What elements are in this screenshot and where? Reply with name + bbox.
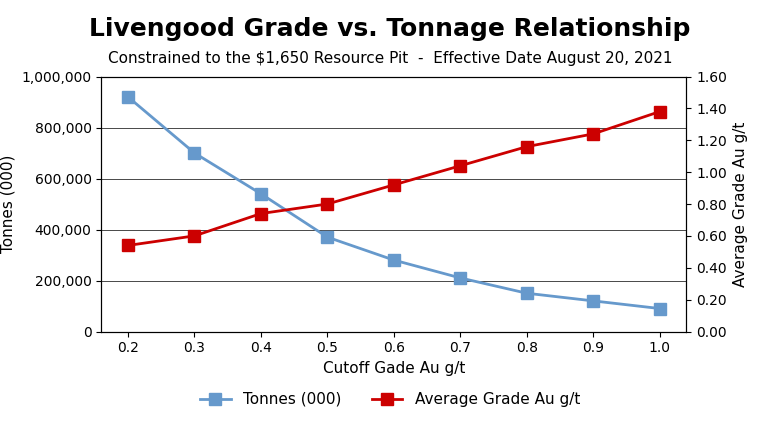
Average Grade Au g/t [123,243,133,248]
Line: Tonnes (000): Tonnes (000) [122,91,665,314]
X-axis label: Cutoff Gade Au g/t: Cutoff Gade Au g/t [323,361,465,376]
Y-axis label: Tonnes (000): Tonnes (000) [1,155,16,253]
Tonnes (000) [257,191,266,196]
Average Grade Au g/t [323,201,332,207]
Tonnes (000) [190,150,199,156]
Average Grade Au g/t [389,182,399,187]
Tonnes (000) [389,258,399,263]
Average Grade Au g/t [655,109,665,114]
Average Grade Au g/t [589,131,598,136]
Tonnes (000) [589,298,598,303]
Average Grade Au g/t [257,211,266,216]
Tonnes (000) [522,291,531,296]
Tonnes (000) [655,306,665,311]
Text: Constrained to the $1,650 Resource Pit  -  Effective Date August 20, 2021: Constrained to the $1,650 Resource Pit -… [108,51,672,66]
Text: Livengood Grade vs. Tonnage Relationship: Livengood Grade vs. Tonnage Relationship [90,17,690,41]
Average Grade Au g/t [522,144,531,149]
Line: Average Grade Au g/t: Average Grade Au g/t [122,106,665,251]
Tonnes (000) [123,94,133,99]
Tonnes (000) [323,235,332,240]
Average Grade Au g/t [190,233,199,238]
Average Grade Au g/t [456,163,465,168]
Y-axis label: Average Grade Au g/t: Average Grade Au g/t [732,121,747,287]
Legend: Tonnes (000), Average Grade Au g/t: Tonnes (000), Average Grade Au g/t [194,386,586,413]
Tonnes (000) [456,275,465,281]
